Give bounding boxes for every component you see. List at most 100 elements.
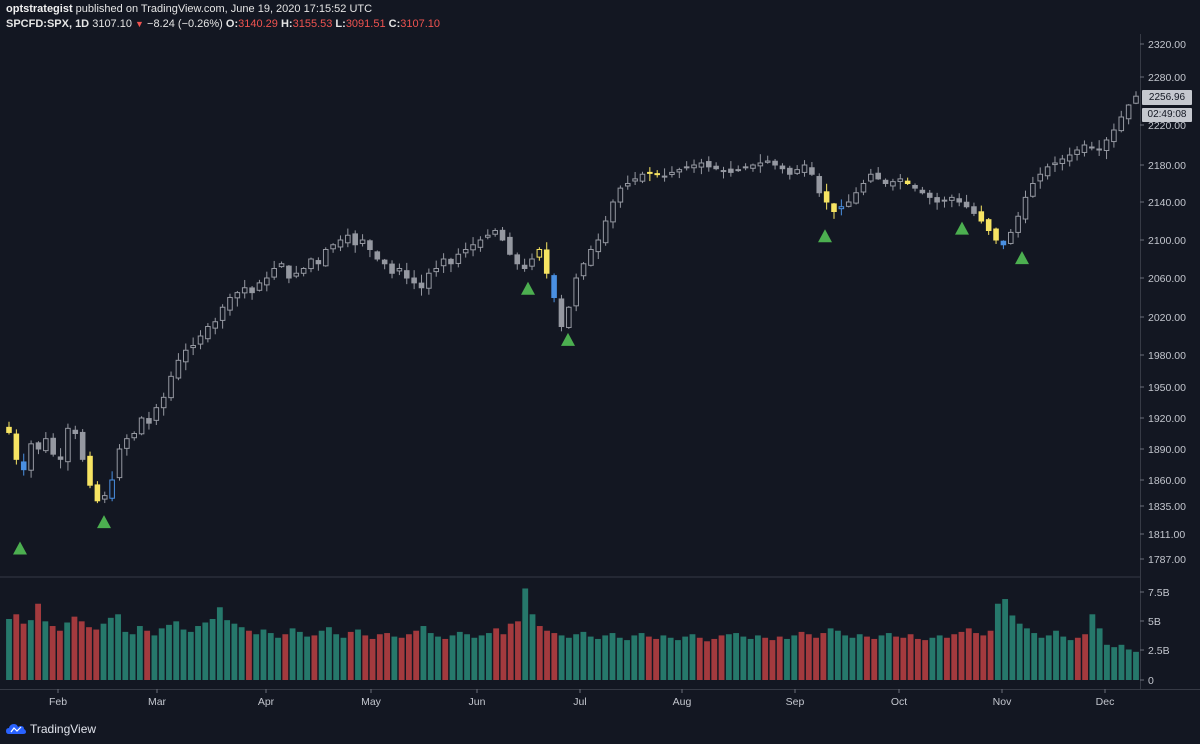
candle xyxy=(87,451,93,489)
price-tick-label: 2060.00 xyxy=(1148,273,1186,285)
volume-bar xyxy=(711,638,718,680)
volume-bar xyxy=(282,634,289,680)
candle xyxy=(897,174,904,190)
high-value: 3155.53 xyxy=(292,18,333,30)
candle xyxy=(330,243,336,253)
candle xyxy=(735,165,742,172)
candle-body xyxy=(411,277,417,284)
candle xyxy=(971,202,977,217)
candle xyxy=(227,293,233,316)
candle xyxy=(43,432,49,453)
candle-body xyxy=(271,268,277,278)
candle-body xyxy=(543,249,550,274)
candle xyxy=(278,261,285,268)
candle-body xyxy=(941,199,948,202)
volume-bar xyxy=(1067,640,1074,680)
candle xyxy=(742,163,749,171)
candle-body xyxy=(860,183,867,193)
candle xyxy=(610,199,616,229)
volume-bar xyxy=(1074,637,1081,680)
candle-body xyxy=(87,455,93,486)
candle-body xyxy=(617,187,624,203)
candle xyxy=(728,161,734,177)
candle xyxy=(418,274,425,296)
tradingview-logo[interactable]: TradingView xyxy=(6,722,96,736)
volume-bar xyxy=(1104,644,1110,680)
volume-bar xyxy=(616,637,623,680)
candle xyxy=(566,306,572,329)
candle xyxy=(1133,91,1139,105)
volume-bar xyxy=(500,634,507,680)
candle-body xyxy=(875,172,881,180)
candle-body xyxy=(831,203,837,213)
candle-body xyxy=(28,443,34,471)
candle xyxy=(300,267,307,277)
candle-body xyxy=(536,249,543,258)
volume-bar xyxy=(376,634,383,680)
price-tick-label: 2320.00 xyxy=(1148,39,1186,51)
candle-body xyxy=(1037,173,1044,182)
price-tick-label: 1860.00 xyxy=(1148,475,1186,487)
volume-bar xyxy=(275,637,281,680)
volume-bar xyxy=(136,626,143,680)
chart-grid xyxy=(0,34,1200,690)
symbol-label[interactable]: SPCFD:SPX, 1D xyxy=(6,18,90,30)
candle xyxy=(197,330,204,350)
candle xyxy=(1015,211,1021,238)
volume-bar xyxy=(296,631,303,680)
candle-body xyxy=(845,201,852,207)
volume-bar xyxy=(1133,651,1139,680)
candle-body xyxy=(757,162,764,167)
volume-bar xyxy=(864,636,870,680)
candle xyxy=(212,317,219,335)
candle-body xyxy=(499,229,506,241)
candle-body xyxy=(183,349,189,363)
candle xyxy=(131,431,138,441)
candle xyxy=(573,273,579,312)
volume-bar xyxy=(609,633,616,680)
candle-body xyxy=(661,175,668,178)
candle-body xyxy=(1066,154,1073,162)
candle xyxy=(1022,190,1029,224)
volume-bar xyxy=(878,635,885,680)
candle-body xyxy=(197,335,204,345)
volume-bar xyxy=(1038,637,1045,680)
publisher-name[interactable]: optstrategist xyxy=(6,3,73,15)
candle-body xyxy=(286,265,292,279)
candle-body xyxy=(978,211,985,222)
ohlc-legend[interactable]: SPCFD:SPX, 1D 3107.10 ▼ −8.24 (−0.26%) O… xyxy=(6,18,440,30)
candle-body xyxy=(735,169,742,172)
candle-body xyxy=(669,171,675,175)
candle xyxy=(698,158,705,175)
price-chart[interactable]: 2320.00 2280.00 2220.00 2180.00 2140.00 2100.… xyxy=(0,0,1200,717)
candle-body xyxy=(485,234,491,238)
candle xyxy=(669,166,675,178)
candle-body xyxy=(912,184,918,189)
volume-bar xyxy=(1118,644,1125,680)
candle xyxy=(477,236,484,252)
candle xyxy=(1074,146,1080,161)
candle xyxy=(860,179,867,196)
candle-body xyxy=(595,239,602,253)
candle-body xyxy=(610,201,616,223)
candle xyxy=(403,262,410,285)
candle xyxy=(809,162,815,176)
candle xyxy=(1052,156,1058,172)
volume-bar xyxy=(660,635,667,680)
candle-body xyxy=(101,495,108,500)
down-triangle-icon: ▼ xyxy=(135,19,144,29)
candle-body xyxy=(691,164,697,169)
candle-body xyxy=(558,298,565,328)
volume-bar xyxy=(740,636,747,680)
candle-body xyxy=(1022,196,1029,220)
volume-bar xyxy=(580,631,587,680)
candle-body xyxy=(492,230,498,235)
candle-body xyxy=(949,196,955,201)
candle-body xyxy=(639,173,646,182)
candle-body xyxy=(403,270,410,279)
candle-body xyxy=(50,437,56,455)
candle xyxy=(271,260,277,280)
volume-bar xyxy=(602,635,609,680)
volume-bar xyxy=(565,637,572,680)
candle xyxy=(617,185,624,208)
